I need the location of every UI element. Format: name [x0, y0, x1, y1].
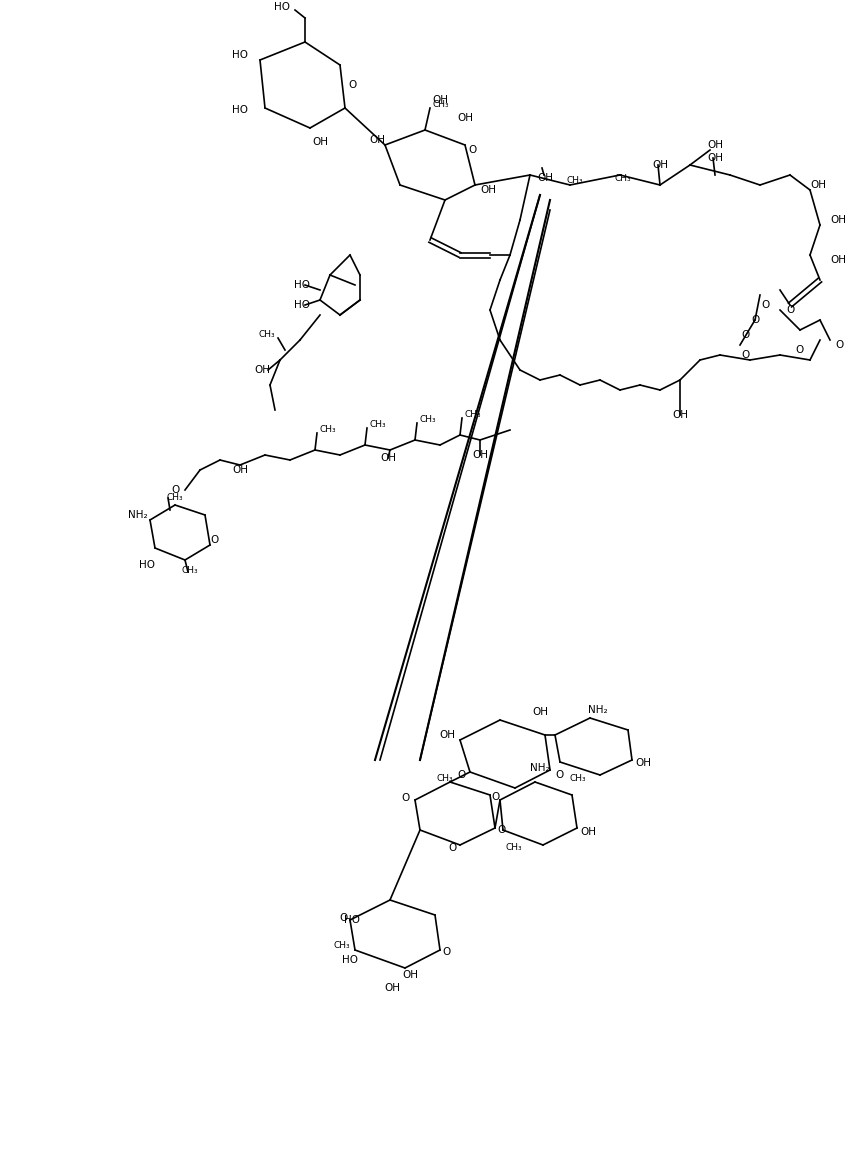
Text: O: O: [402, 793, 410, 802]
Text: OH: OH: [810, 180, 826, 190]
Text: CH₃: CH₃: [505, 843, 522, 852]
Text: O: O: [796, 345, 804, 355]
Text: O: O: [555, 770, 563, 780]
Text: OH: OH: [537, 173, 553, 183]
Text: CH₃: CH₃: [333, 941, 350, 949]
Text: O: O: [741, 350, 749, 361]
Text: O: O: [448, 843, 456, 852]
Text: CH₃: CH₃: [432, 100, 449, 108]
Text: HO: HO: [232, 50, 248, 60]
Text: O: O: [835, 340, 843, 350]
Text: HO: HO: [274, 2, 290, 12]
Text: OH: OH: [830, 215, 846, 224]
Text: OH: OH: [532, 707, 548, 718]
Text: OH: OH: [254, 365, 270, 374]
Text: OH: OH: [472, 450, 488, 461]
Text: HO: HO: [139, 561, 155, 570]
Text: O: O: [742, 330, 750, 340]
Text: CH₃: CH₃: [181, 565, 198, 575]
Text: O: O: [492, 792, 500, 802]
Text: OH: OH: [232, 465, 248, 475]
Text: CH₃: CH₃: [369, 420, 385, 428]
Text: O: O: [348, 80, 356, 90]
Text: OH: OH: [384, 983, 400, 993]
Text: O: O: [468, 145, 477, 155]
Text: OH: OH: [707, 140, 723, 150]
Text: CH₃: CH₃: [437, 773, 453, 783]
Text: OH: OH: [580, 827, 596, 837]
Text: O: O: [210, 535, 218, 545]
Text: OH: OH: [432, 95, 448, 105]
Text: O: O: [752, 315, 760, 324]
Text: HO: HO: [342, 955, 358, 965]
Text: NH₂: NH₂: [589, 705, 608, 715]
Text: CH₃: CH₃: [615, 173, 631, 183]
Text: OH: OH: [402, 970, 418, 980]
Text: NH₂: NH₂: [530, 763, 549, 773]
Text: O: O: [442, 947, 450, 957]
Text: CH₃: CH₃: [167, 492, 183, 501]
Text: O: O: [172, 485, 180, 495]
Text: O: O: [339, 913, 348, 923]
Text: CH₃: CH₃: [259, 329, 275, 338]
Text: OH: OH: [380, 454, 396, 463]
Text: HO: HO: [344, 915, 360, 925]
Text: OH: OH: [480, 185, 496, 195]
Text: CH₃: CH₃: [570, 773, 587, 783]
Text: OH: OH: [369, 135, 385, 145]
Text: HO: HO: [294, 300, 310, 311]
Text: O: O: [457, 770, 466, 780]
Text: NH₂: NH₂: [128, 511, 148, 520]
Text: CH₃: CH₃: [319, 424, 336, 434]
Text: OH: OH: [312, 137, 328, 147]
Text: OH: OH: [830, 255, 846, 265]
Text: OH: OH: [652, 160, 668, 170]
Text: OH: OH: [635, 758, 651, 768]
Text: OH: OH: [707, 154, 723, 163]
Text: CH₃: CH₃: [419, 414, 436, 423]
Text: OH: OH: [439, 730, 455, 740]
Text: O: O: [497, 825, 505, 835]
Text: CH₃: CH₃: [464, 409, 481, 419]
Text: CH₃: CH₃: [567, 176, 583, 185]
Text: OH: OH: [457, 113, 473, 123]
Text: O: O: [762, 300, 770, 311]
Text: OH: OH: [672, 411, 688, 420]
Text: O: O: [786, 305, 795, 315]
Text: HO: HO: [232, 105, 248, 115]
Text: HO: HO: [294, 280, 310, 290]
